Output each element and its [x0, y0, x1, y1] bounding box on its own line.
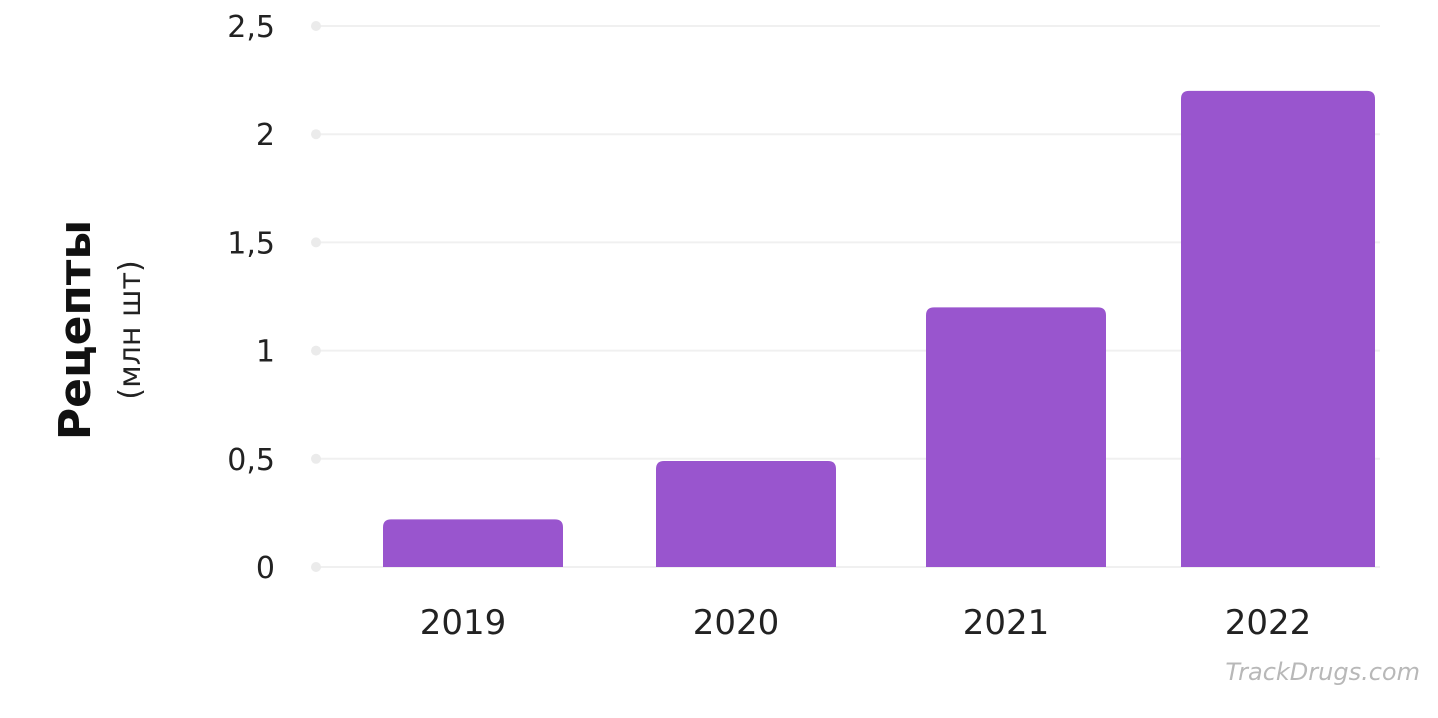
bar-2020	[656, 460, 836, 567]
y-tick-label: 2,5	[227, 10, 275, 45]
x-tick-label: 2022	[1225, 603, 1312, 643]
x-tick-label: 2019	[420, 603, 507, 643]
y-axis-title: Рецепты	[50, 220, 101, 440]
y-axis: 0 0,5 1 1,5 2 2,5	[227, 10, 275, 586]
y-tick-label: 0,5	[227, 443, 275, 478]
bar-2022	[1181, 90, 1375, 568]
bar-2019	[383, 519, 563, 567]
x-axis: 2019 2020 2021 2022	[420, 603, 1312, 643]
bars	[383, 90, 1375, 568]
x-tick-label: 2020	[693, 603, 780, 643]
gridline-start-dot	[311, 345, 321, 356]
y-tick-label: 1,5	[227, 226, 275, 261]
watermark: TrackDrugs.com	[1225, 658, 1420, 686]
y-tick-label: 0	[256, 551, 275, 586]
bar-2021	[926, 307, 1106, 567]
gridline-start-dot	[311, 453, 321, 464]
y-tick-label: 2	[256, 118, 275, 153]
gridline-start-dot	[311, 237, 321, 248]
gridline-start-dot	[311, 562, 321, 572]
y-axis-unit-group: (млн шт)	[113, 260, 148, 399]
y-axis-unit: (млн шт)	[113, 260, 148, 399]
x-tick-label: 2021	[963, 603, 1050, 643]
gridline-start-dot	[311, 21, 321, 31]
y-axis-title-group: Рецепты	[50, 220, 101, 440]
y-tick-label: 1	[256, 335, 275, 370]
gridline-start-dot	[311, 129, 321, 140]
